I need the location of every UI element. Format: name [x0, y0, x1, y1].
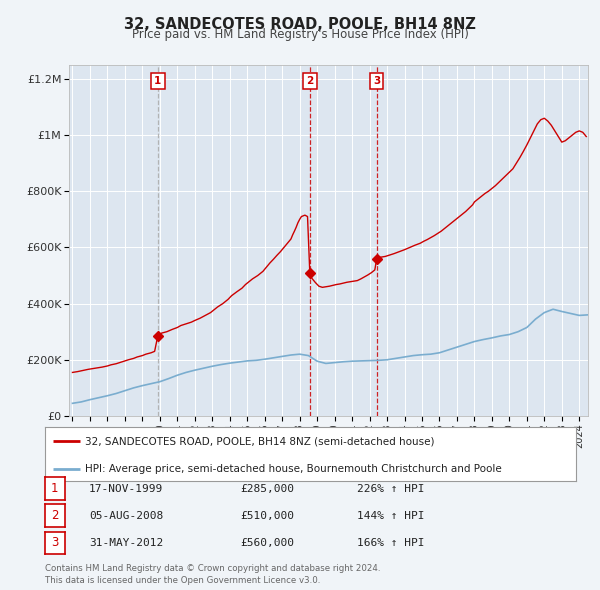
Text: 226% ↑ HPI: 226% ↑ HPI [357, 484, 425, 493]
Text: 32, SANDECOTES ROAD, POOLE, BH14 8NZ: 32, SANDECOTES ROAD, POOLE, BH14 8NZ [124, 17, 476, 31]
Text: 2: 2 [51, 509, 59, 522]
Text: 31-MAY-2012: 31-MAY-2012 [89, 538, 163, 548]
Text: 1: 1 [51, 482, 59, 495]
Text: £560,000: £560,000 [240, 538, 294, 548]
Text: £285,000: £285,000 [240, 484, 294, 493]
Text: 2: 2 [306, 76, 313, 86]
Text: 3: 3 [51, 536, 59, 549]
Text: 05-AUG-2008: 05-AUG-2008 [89, 511, 163, 520]
Text: 17-NOV-1999: 17-NOV-1999 [89, 484, 163, 493]
Text: 144% ↑ HPI: 144% ↑ HPI [357, 511, 425, 520]
Text: Contains HM Land Registry data © Crown copyright and database right 2024.
This d: Contains HM Land Registry data © Crown c… [45, 565, 380, 585]
Text: Price paid vs. HM Land Registry's House Price Index (HPI): Price paid vs. HM Land Registry's House … [131, 28, 469, 41]
Text: 166% ↑ HPI: 166% ↑ HPI [357, 538, 425, 548]
Text: 1: 1 [154, 76, 161, 86]
Text: 3: 3 [373, 76, 380, 86]
Text: £510,000: £510,000 [240, 511, 294, 520]
Text: 32, SANDECOTES ROAD, POOLE, BH14 8NZ (semi-detached house): 32, SANDECOTES ROAD, POOLE, BH14 8NZ (se… [85, 436, 434, 446]
Text: HPI: Average price, semi-detached house, Bournemouth Christchurch and Poole: HPI: Average price, semi-detached house,… [85, 464, 502, 474]
